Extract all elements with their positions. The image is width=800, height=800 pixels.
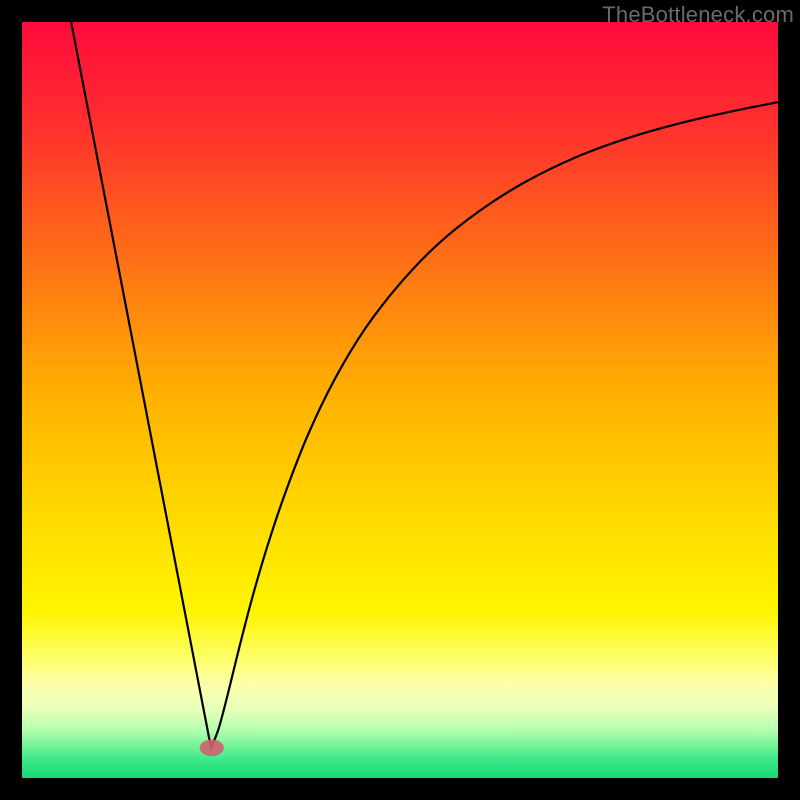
chart-background (22, 22, 778, 778)
watermark-text: TheBottleneck.com (602, 2, 794, 28)
bottleneck-chart (22, 22, 778, 778)
valley-marker (200, 739, 224, 756)
chart-canvas (22, 22, 778, 778)
